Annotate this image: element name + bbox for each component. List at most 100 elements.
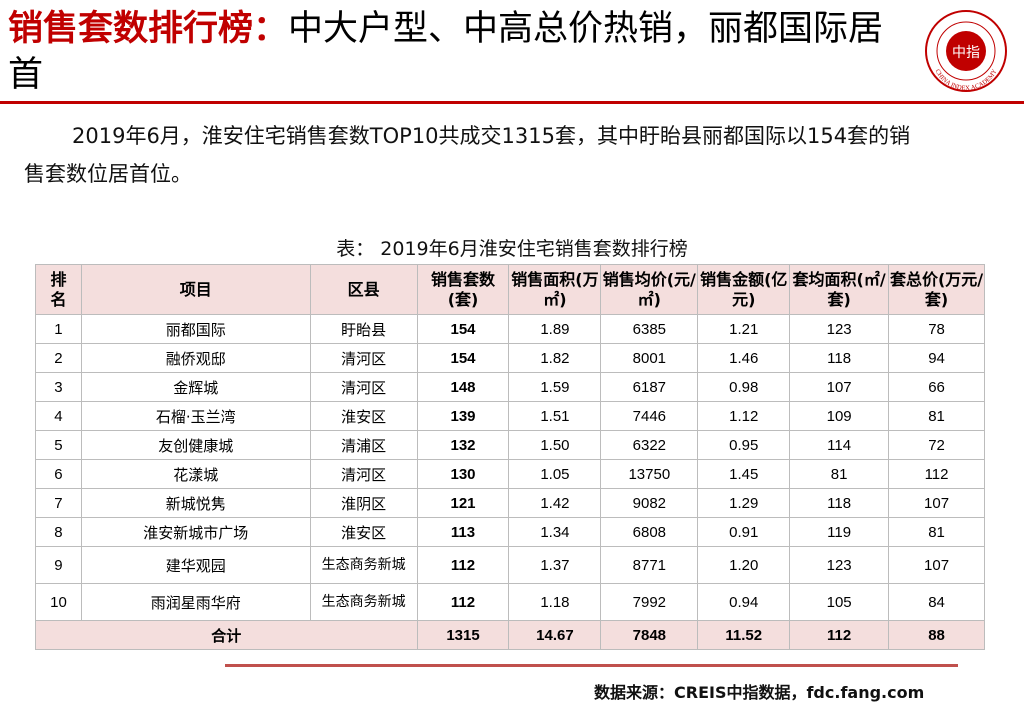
sales-ranking-table: 排名 项目 区县 销售套数(套) 销售面积(万㎡) 销售均价(元/㎡) 销售金额…	[35, 264, 985, 650]
cell-project: 丽都国际	[80, 314, 311, 344]
cell-amount: 0.98	[697, 372, 791, 402]
cell-district: 盱眙县	[309, 314, 418, 344]
cell-area: 1.89	[508, 314, 602, 344]
cell-avg-area: 114	[789, 430, 890, 460]
cell-amount: 1.29	[697, 488, 791, 518]
table-row: 9 建华观园 生态商务新城 112 1.37 8771 1.20 123 107	[35, 546, 985, 584]
cell-avg-area: 123	[789, 546, 890, 584]
intro-line-2: 售套数位居首位。	[24, 162, 192, 186]
cell-avg-total: 72	[888, 430, 985, 460]
cell-units: 112	[416, 583, 510, 621]
cell-district: 清河区	[309, 372, 418, 402]
cell-amount: 0.95	[697, 430, 791, 460]
cell-avg-total: 81	[888, 401, 985, 431]
table-row: 1 丽都国际 盱眙县 154 1.89 6385 1.21 123 78	[35, 314, 985, 344]
header-avg-total: 套总价(万元/套)	[888, 264, 985, 315]
cell-district: 清河区	[309, 459, 418, 489]
table-total-row: 合计 1315 14.67 7848 11.52 112 88	[35, 620, 985, 650]
cell-price: 9082	[600, 488, 699, 518]
header-project: 项目	[80, 264, 311, 315]
cell-units: 148	[416, 372, 510, 402]
cell-project: 友创健康城	[80, 430, 311, 460]
cell-avg-total: 84	[888, 583, 985, 621]
cell-rank: 4	[35, 401, 82, 431]
title-highlight: 销售套数排行榜：	[8, 9, 289, 49]
cell-rank: 9	[35, 546, 82, 584]
header-rank: 排名	[35, 264, 82, 315]
cell-area: 1.51	[508, 401, 602, 431]
cell-units: 154	[416, 343, 510, 373]
cell-units: 121	[416, 488, 510, 518]
cell-rank: 8	[35, 517, 82, 547]
cell-project: 新城悦隽	[80, 488, 311, 518]
cell-project: 花漾城	[80, 459, 311, 489]
cell-avg-total: 94	[888, 343, 985, 373]
cell-rank: 2	[35, 343, 82, 373]
title-divider	[0, 101, 1024, 104]
cell-district: 淮阴区	[309, 488, 418, 518]
table-header-row: 排名 项目 区县 销售套数(套) 销售面积(万㎡) 销售均价(元/㎡) 销售金额…	[35, 264, 985, 315]
intro-line-1: 2019年6月，淮安住宅销售套数TOP10共成交1315套，其中盱眙县丽都国际以…	[72, 124, 911, 148]
total-avg-total: 88	[888, 620, 985, 650]
cell-area: 1.05	[508, 459, 602, 489]
logo-icon: 中指 CHINA INDEX ACADEMY	[925, 10, 1007, 92]
cell-area: 1.34	[508, 517, 602, 547]
cell-rank: 6	[35, 459, 82, 489]
cell-rank: 10	[35, 583, 82, 621]
header-price: 销售均价(元/㎡)	[600, 264, 699, 315]
table-row: 8 淮安新城市广场 淮安区 113 1.34 6808 0.91 119 81	[35, 517, 985, 547]
svg-text:中指: 中指	[952, 45, 980, 61]
cell-amount: 1.45	[697, 459, 791, 489]
cell-area: 1.59	[508, 372, 602, 402]
header-district: 区县	[309, 264, 418, 315]
total-amount: 11.52	[697, 620, 791, 650]
cell-area: 1.18	[508, 583, 602, 621]
cell-amount: 1.12	[697, 401, 791, 431]
cell-project: 金辉城	[80, 372, 311, 402]
cell-avg-area: 119	[789, 517, 890, 547]
cell-avg-total: 66	[888, 372, 985, 402]
cell-amount: 0.91	[697, 517, 791, 547]
cell-district: 生态商务新城	[309, 546, 418, 584]
table-row: 7 新城悦隽 淮阴区 121 1.42 9082 1.29 118 107	[35, 488, 985, 518]
cell-price: 6322	[600, 430, 699, 460]
cell-district: 生态商务新城	[309, 583, 418, 621]
cell-project: 建华观园	[80, 546, 311, 584]
header-area: 销售面积(万㎡)	[508, 264, 602, 315]
table-caption: 表： 2019年6月淮安住宅销售套数排行榜	[336, 238, 688, 260]
total-avg-area: 112	[789, 620, 890, 650]
cell-avg-total: 112	[888, 459, 985, 489]
cell-avg-area: 105	[789, 583, 890, 621]
cell-units: 139	[416, 401, 510, 431]
cell-avg-total: 78	[888, 314, 985, 344]
cell-units: 113	[416, 517, 510, 547]
table-row: 4 石榴·玉兰湾 淮安区 139 1.51 7446 1.12 109 81	[35, 401, 985, 431]
cell-rank: 1	[35, 314, 82, 344]
cell-rank: 5	[35, 430, 82, 460]
cell-avg-area: 107	[789, 372, 890, 402]
cell-units: 112	[416, 546, 510, 584]
cell-price: 6385	[600, 314, 699, 344]
cell-avg-total: 107	[888, 488, 985, 518]
cell-avg-area: 118	[789, 343, 890, 373]
cell-units: 154	[416, 314, 510, 344]
cell-district: 淮安区	[309, 517, 418, 547]
total-label: 合计	[35, 620, 418, 650]
cell-project: 雨润星雨华府	[80, 583, 311, 621]
data-source-note: 数据来源：CREIS中指数据，fdc.fang.com	[594, 683, 925, 702]
total-units: 1315	[416, 620, 510, 650]
cell-amount: 0.94	[697, 583, 791, 621]
cell-area: 1.50	[508, 430, 602, 460]
table-row: 10 雨润星雨华府 生态商务新城 112 1.18 7992 0.94 105 …	[35, 583, 985, 621]
cell-project: 石榴·玉兰湾	[80, 401, 311, 431]
intro-paragraph: 2019年6月，淮安住宅销售套数TOP10共成交1315套，其中盱眙县丽都国际以…	[24, 117, 1009, 193]
table-row: 6 花漾城 清河区 130 1.05 13750 1.45 81 112	[35, 459, 985, 489]
table-row: 2 融侨观邸 清河区 154 1.82 8001 1.46 118 94	[35, 343, 985, 373]
header-amount: 销售金额(亿元)	[697, 264, 791, 315]
cell-amount: 1.21	[697, 314, 791, 344]
cell-area: 1.37	[508, 546, 602, 584]
title-rest: 中大户型、中高总价热销，丽都国际居首	[8, 9, 884, 95]
footer-divider	[225, 664, 958, 667]
cell-avg-area: 81	[789, 459, 890, 489]
cell-area: 1.82	[508, 343, 602, 373]
